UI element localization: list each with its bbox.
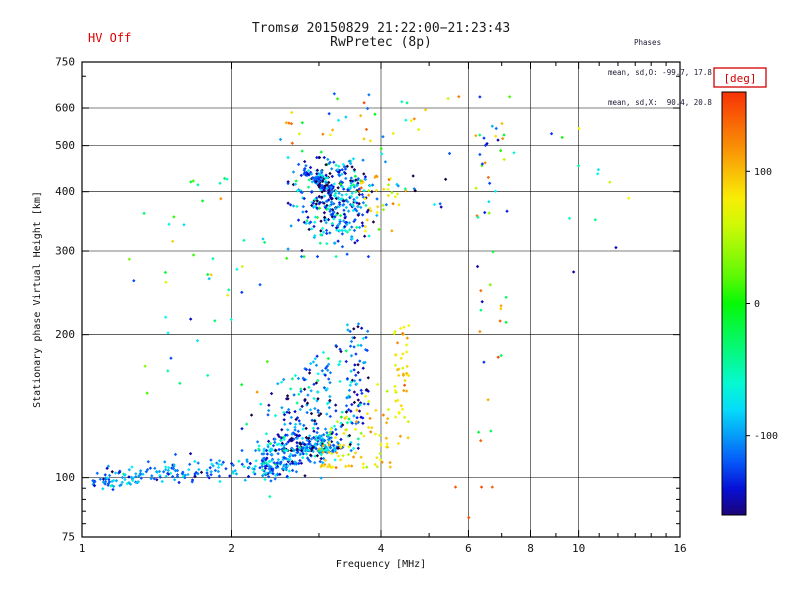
colorbar-tick-label: 0 [754,299,760,310]
svg-text:600: 600 [55,102,75,115]
svg-text:750: 750 [55,56,75,69]
plot-title: Tromsø 20150829 21:22:00−21:23:43 [251,21,511,36]
svg-text:10: 10 [572,542,585,555]
svg-text:300: 300 [55,245,75,258]
phase-stats-title: Phases [634,38,662,47]
svg-text:500: 500 [55,139,75,152]
svg-text:16: 16 [673,542,686,555]
colorbar [721,91,747,516]
svg-text:1: 1 [79,542,86,555]
phase-stats-x-mean: mean, sd,X: 90.4, 20.8 [608,98,712,107]
svg-text:6: 6 [465,542,472,555]
colorbar-tick-label: 100 [754,167,772,178]
x-axis-title: Frequency [MHz] [336,559,426,570]
plot-subtitle: RwPretec (8p) [330,35,432,50]
svg-text:8: 8 [527,542,534,555]
phase-stats-o-mean: mean, sd,O: -99.7, 17.8 [608,68,712,77]
axes [81,61,681,538]
svg-text:400: 400 [55,185,75,198]
hv-status-label: HV Off [88,31,132,45]
svg-text:4: 4 [378,542,385,555]
phase-stats: Phases mean, sd,O: -99.7, 17.8 mean, sd,… [608,18,712,128]
svg-text:100: 100 [55,471,75,484]
svg-text:75: 75 [62,531,75,544]
colorbar-unit-label: [deg] [723,72,756,85]
svg-text:2: 2 [228,542,235,555]
svg-text:200: 200 [55,328,75,341]
grid-lines [82,62,680,537]
scatter-points [91,92,631,520]
y-axis-title: Stationary phase Virtual Height [km] [32,191,43,408]
colorbar-unit-box [713,67,767,88]
colorbar-tick-label: -100 [754,431,778,442]
